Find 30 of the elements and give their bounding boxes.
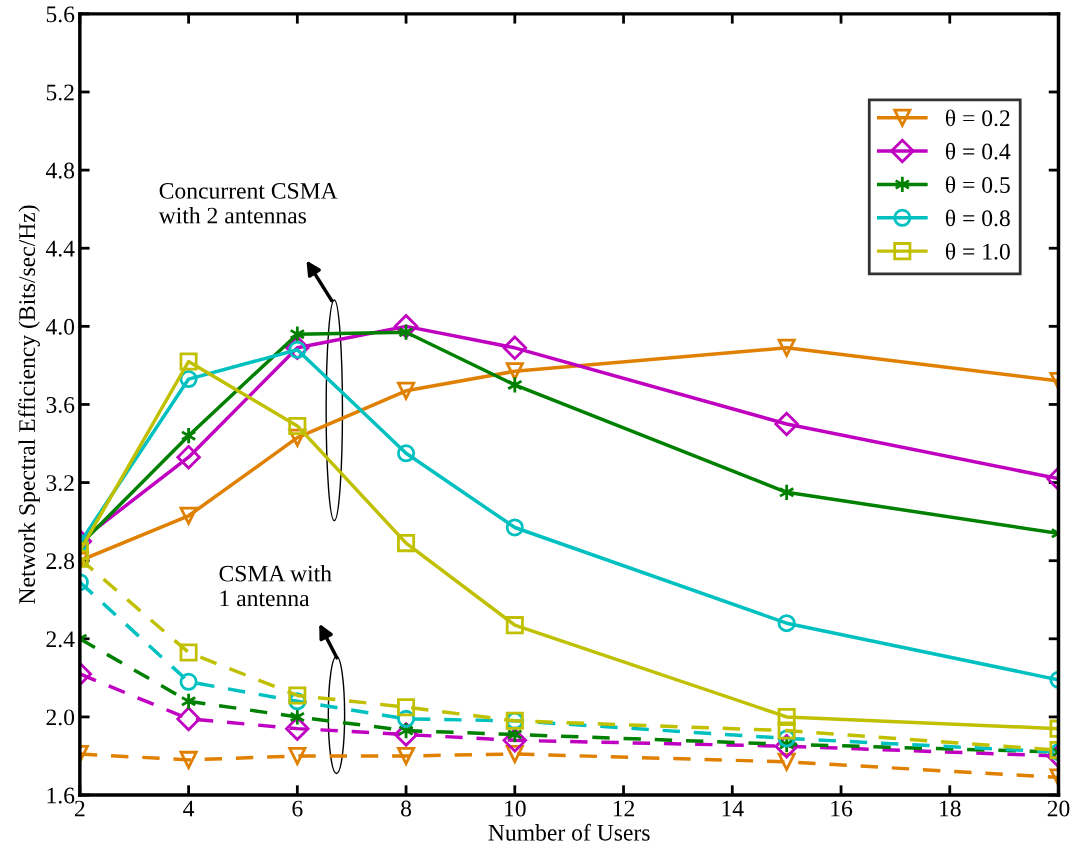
legend-label: θ = 1.0 bbox=[945, 242, 1010, 260]
x-axis-title: Number of Users bbox=[488, 823, 650, 841]
annotation: CSMA with 1 antenna bbox=[219, 564, 332, 607]
x-tick-label: 8 bbox=[401, 800, 412, 817]
legend-label: θ = 0.8 bbox=[945, 209, 1010, 227]
y-tick-label: 5.6 bbox=[46, 6, 75, 23]
y-tick-label: 3.6 bbox=[46, 397, 75, 413]
x-tick-label: 6 bbox=[292, 800, 303, 817]
x-tick-label: 20 bbox=[1047, 800, 1070, 817]
x-tick-label: 4 bbox=[183, 800, 195, 817]
y-tick-label: 5.2 bbox=[46, 84, 74, 101]
y-tick-label: 3.2 bbox=[46, 475, 74, 492]
y-tick-label: 4.0 bbox=[45, 318, 75, 335]
y-tick-label: 2.0 bbox=[46, 709, 75, 726]
legend-label: θ = 0.2 bbox=[945, 109, 1010, 127]
y-tick-label: 2.4 bbox=[46, 631, 75, 648]
x-tick-label: 14 bbox=[722, 800, 744, 817]
x-tick-label: 18 bbox=[940, 800, 961, 817]
legend-label: θ = 0.5 bbox=[945, 176, 1010, 194]
y-tick-label: 2.8 bbox=[46, 553, 75, 570]
y-axis-title: Network Spectral Efficiency (Bits/sec/Hz) bbox=[18, 205, 40, 604]
x-tick-label: 2 bbox=[74, 800, 85, 817]
y-tick-label: 4.8 bbox=[45, 162, 75, 179]
legend-label: θ = 0.4 bbox=[945, 142, 1011, 160]
x-tick-label: 16 bbox=[831, 800, 853, 817]
y-tick-label: 1.6 bbox=[47, 787, 75, 804]
x-tick-label: 10 bbox=[505, 800, 526, 817]
annotation: Concurrent CSMA with 2 antennas bbox=[158, 182, 338, 224]
y-tick-label: 4.4 bbox=[45, 240, 75, 257]
x-tick-label: 12 bbox=[613, 800, 635, 817]
